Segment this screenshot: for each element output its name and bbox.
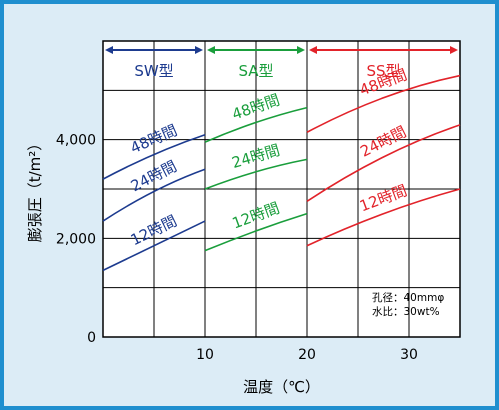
series-line-4 bbox=[204, 158, 308, 190]
range-arrow-left-head bbox=[309, 46, 317, 54]
range-arrow-left-head bbox=[207, 46, 215, 54]
series-line-0 bbox=[102, 220, 206, 272]
series-line-1 bbox=[102, 168, 206, 222]
x-tick-label-1: 20 bbox=[298, 347, 316, 363]
x-tick-label-0: 10 bbox=[196, 347, 214, 363]
series-line-2 bbox=[102, 133, 206, 180]
annotation-1: 水比：30wt% bbox=[372, 305, 440, 318]
series-line-8 bbox=[306, 74, 461, 133]
y-axis-title: 膨張圧（t/m²） bbox=[26, 136, 44, 243]
series-line-3 bbox=[204, 212, 308, 252]
range-label-1: SA型 bbox=[238, 62, 273, 80]
expansion-pressure-chart: SW型 SA型 SS型12時間24時間48時間12時間24時間48時間12時間24時… bbox=[26, 40, 461, 396]
range-label-2: SS型 bbox=[366, 62, 400, 80]
y-tick-label-1: 2,000 bbox=[56, 231, 96, 247]
series-line-6 bbox=[306, 188, 461, 247]
annotation-0: 孔径：40mmφ bbox=[372, 291, 444, 304]
y-tick-label-0: 0 bbox=[87, 330, 96, 346]
range-arrow-right-head bbox=[195, 46, 203, 54]
series-line-5 bbox=[204, 106, 308, 143]
range-arrow-right-head bbox=[450, 46, 458, 54]
chart-frame: SW型 SA型 SS型 12時間 24時間 48時間 12時間 24時間 48時間 12時間 24時… bbox=[4, 4, 495, 406]
range-label-0: SW型 bbox=[134, 62, 173, 80]
range-arrow-right-head bbox=[297, 46, 305, 54]
x-tick-label-2: 30 bbox=[400, 347, 418, 363]
range-arrow-left-head bbox=[105, 46, 113, 54]
series-line-7 bbox=[306, 124, 461, 203]
x-axis-title: 温度（℃） bbox=[243, 378, 320, 396]
y-tick-label-2: 4,000 bbox=[56, 133, 96, 149]
